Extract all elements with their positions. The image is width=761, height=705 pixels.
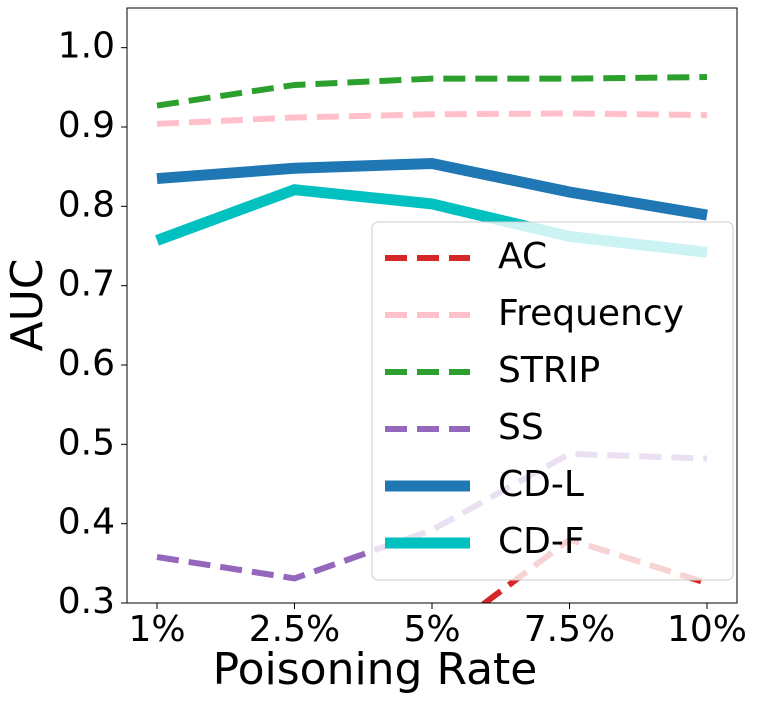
y-tick-label: 0.4 bbox=[58, 502, 115, 543]
y-tick-label: 0.6 bbox=[58, 343, 115, 384]
legend: AC Frequency STRIP SS CD-L CD-F bbox=[371, 221, 734, 581]
y-tick-label: 0.3 bbox=[58, 581, 115, 622]
x-tick-label: 7.5% bbox=[524, 609, 615, 650]
legend-label: CD-L bbox=[498, 464, 584, 505]
data-line bbox=[156, 110, 708, 127]
y-tick-label: 0.9 bbox=[58, 105, 115, 146]
legend-label: STRIP bbox=[498, 350, 600, 391]
y-tick-label: 0.5 bbox=[58, 422, 115, 463]
legend-label: SS bbox=[498, 407, 544, 448]
x-tick-label: 10% bbox=[667, 609, 747, 650]
y-tick-label: 0.7 bbox=[58, 264, 115, 305]
data-line bbox=[156, 157, 708, 221]
y-axis-label: AUC bbox=[2, 258, 53, 351]
y-tick-label: 1.0 bbox=[58, 26, 115, 67]
legend-label: AC bbox=[498, 236, 547, 277]
x-axis-label: Poisoning Rate bbox=[213, 644, 538, 695]
x-tick-label: 1% bbox=[128, 609, 185, 650]
data-line bbox=[156, 74, 708, 109]
x-tick-label: 2.5% bbox=[249, 609, 340, 650]
legend-label: CD-F bbox=[498, 521, 585, 562]
legend-label: Frequency bbox=[498, 293, 684, 334]
x-tick-label: 5% bbox=[403, 609, 460, 650]
plot-frame bbox=[126, 7, 738, 604]
y-tick-label: 0.8 bbox=[58, 184, 115, 225]
